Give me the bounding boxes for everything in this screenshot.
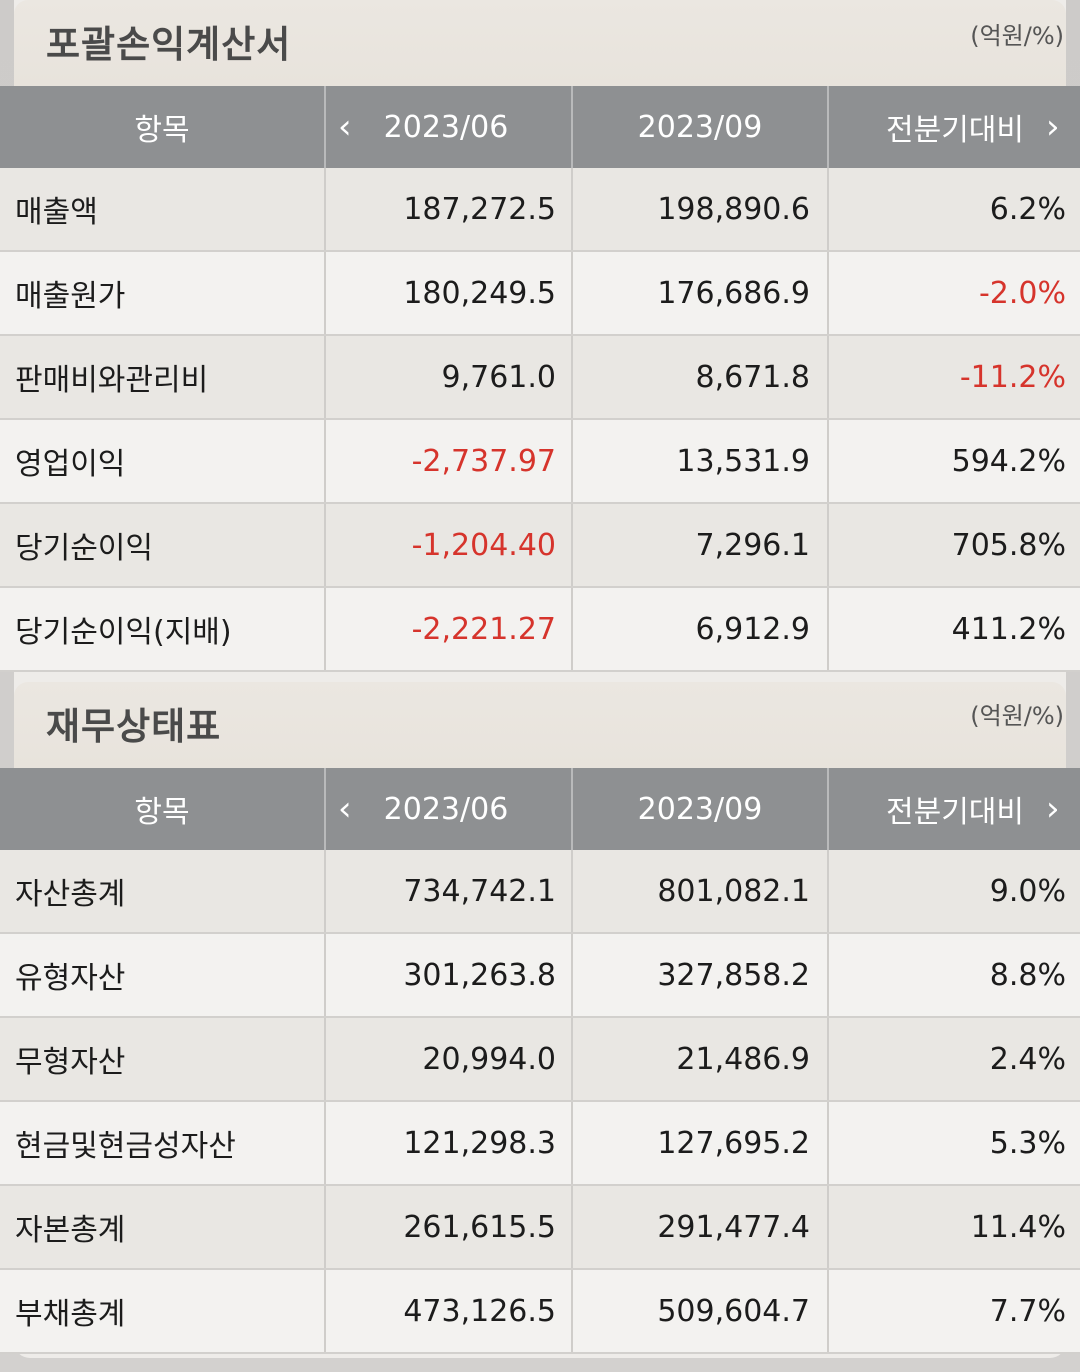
value-period-2: 7,296.1 [695,527,810,563]
row-label: 자본총계 [15,1213,126,1248]
value-period-1: 20,994.0 [422,1041,556,1077]
value-period-2: 127,695.2 [657,1125,810,1161]
column-header-change: 전분기대비 [886,795,1024,830]
table-row[interactable]: 판매비와관리비 9,761.0 8,671.8 -11.2% [0,336,1080,418]
value-period-1: 261,615.5 [403,1209,556,1245]
table-row[interactable]: 당기순이익 -1,204.40 7,296.1 705.8% [0,504,1080,586]
value-period-2: 509,604.7 [657,1293,810,1329]
column-header-change: 전분기대비 [886,113,1024,148]
value-period-1: 180,249.5 [403,275,556,311]
value-change: 11.4% [970,1209,1066,1245]
value-change: 9.0% [989,873,1066,909]
value-period-1: -2,221.27 [411,611,556,647]
value-period-2: 801,082.1 [657,873,810,909]
table-row[interactable]: 매출액 187,272.5 198,890.6 6.2% [0,168,1080,250]
value-change: 6.2% [989,191,1066,227]
value-period-1: 9,761.0 [441,359,556,395]
value-period-2: 21,486.9 [676,1041,810,1077]
value-period-2: 6,912.9 [695,611,810,647]
value-period-2: 13,531.9 [676,443,810,479]
value-change: 5.3% [989,1125,1066,1161]
row-label: 당기순이익(지배) [15,615,232,650]
value-period-1: 734,742.1 [403,873,556,909]
value-period-2: 198,890.6 [657,191,810,227]
row-label: 무형자산 [15,1045,126,1080]
table-row[interactable]: 유형자산 301,263.8 327,858.2 8.8% [0,934,1080,1016]
unit-label: (억원/%) [970,22,1064,50]
table-row[interactable]: 부채총계 473,126.5 509,604.7 7.7% [0,1270,1080,1352]
table-row[interactable]: 당기순이익(지배) -2,221.27 6,912.9 411.2% [0,588,1080,670]
row-label: 당기순이익 [15,531,153,566]
value-period-1: 473,126.5 [403,1293,556,1329]
column-header-period-2: 2023/09 [637,791,763,827]
unit-label: (억원/%) [970,702,1064,730]
value-period-1: -2,737.97 [411,443,556,479]
chevron-left-icon[interactable]: ‹ [338,107,352,147]
value-period-2: 327,858.2 [657,957,810,993]
row-label: 매출액 [15,195,98,230]
value-period-2: 8,671.8 [695,359,810,395]
column-header-period-2: 2023/09 [637,109,763,145]
column-header-period-1: 2023/06 [383,109,509,145]
section-title: 재무상태표 [46,705,222,748]
row-label: 매출원가 [15,279,126,314]
value-period-1: 301,263.8 [403,957,556,993]
column-header-item: 항목 [134,113,190,148]
table-header: 항목 ‹ 2023/06 2023/09 전분기대비 › [0,86,1080,168]
title-bar: 재무상태표 (억원/%) [14,682,1066,768]
row-label: 유형자산 [15,961,126,996]
value-change: 705.8% [951,527,1066,563]
table-row[interactable]: 자산총계 734,742.1 801,082.1 9.0% [0,850,1080,932]
section-title: 포괄손익계산서 [46,23,292,66]
row-label: 자산총계 [15,877,126,912]
row-label: 현금및현금성자산 [15,1129,236,1164]
value-change: 594.2% [951,443,1066,479]
column-header-item: 항목 [134,795,190,830]
value-change: -2.0% [978,275,1066,311]
value-period-1: 187,272.5 [403,191,556,227]
value-period-1: -1,204.40 [411,527,556,563]
value-change: 411.2% [951,611,1066,647]
value-period-1: 121,298.3 [403,1125,556,1161]
table-header: 항목 ‹ 2023/06 2023/09 전분기대비 › [0,768,1080,850]
row-label: 영업이익 [15,447,126,482]
table-row[interactable]: 영업이익 -2,737.97 13,531.9 594.2% [0,420,1080,502]
value-change: 7.7% [989,1293,1066,1329]
row-label: 부채총계 [15,1297,126,1332]
title-bar: 포괄손익계산서 (억원/%) [14,0,1066,86]
value-change: -11.2% [959,359,1066,395]
chevron-left-icon[interactable]: ‹ [338,789,352,829]
table-row[interactable]: 매출원가 180,249.5 176,686.9 -2.0% [0,252,1080,334]
column-header-period-1: 2023/06 [383,791,509,827]
chevron-right-icon[interactable]: › [1046,789,1060,829]
table-row[interactable]: 무형자산 20,994.0 21,486.9 2.4% [0,1018,1080,1100]
value-change: 2.4% [989,1041,1066,1077]
value-period-2: 176,686.9 [657,275,810,311]
value-change: 8.8% [989,957,1066,993]
balance-sheet-section: 재무상태표 (억원/%) 항목 ‹ 2023/06 2023/09 전분기대비 … [0,682,1080,1372]
value-period-2: 291,477.4 [657,1209,810,1245]
table-row[interactable]: 자본총계 261,615.5 291,477.4 11.4% [0,1186,1080,1268]
income-statement-section: 포괄손익계산서 (억원/%) 항목 ‹ 2023/06 2023/09 전분기대… [0,0,1080,672]
chevron-right-icon[interactable]: › [1046,107,1060,147]
row-label: 판매비와관리비 [15,363,209,398]
table-row[interactable]: 현금및현금성자산 121,298.3 127,695.2 5.3% [0,1102,1080,1184]
